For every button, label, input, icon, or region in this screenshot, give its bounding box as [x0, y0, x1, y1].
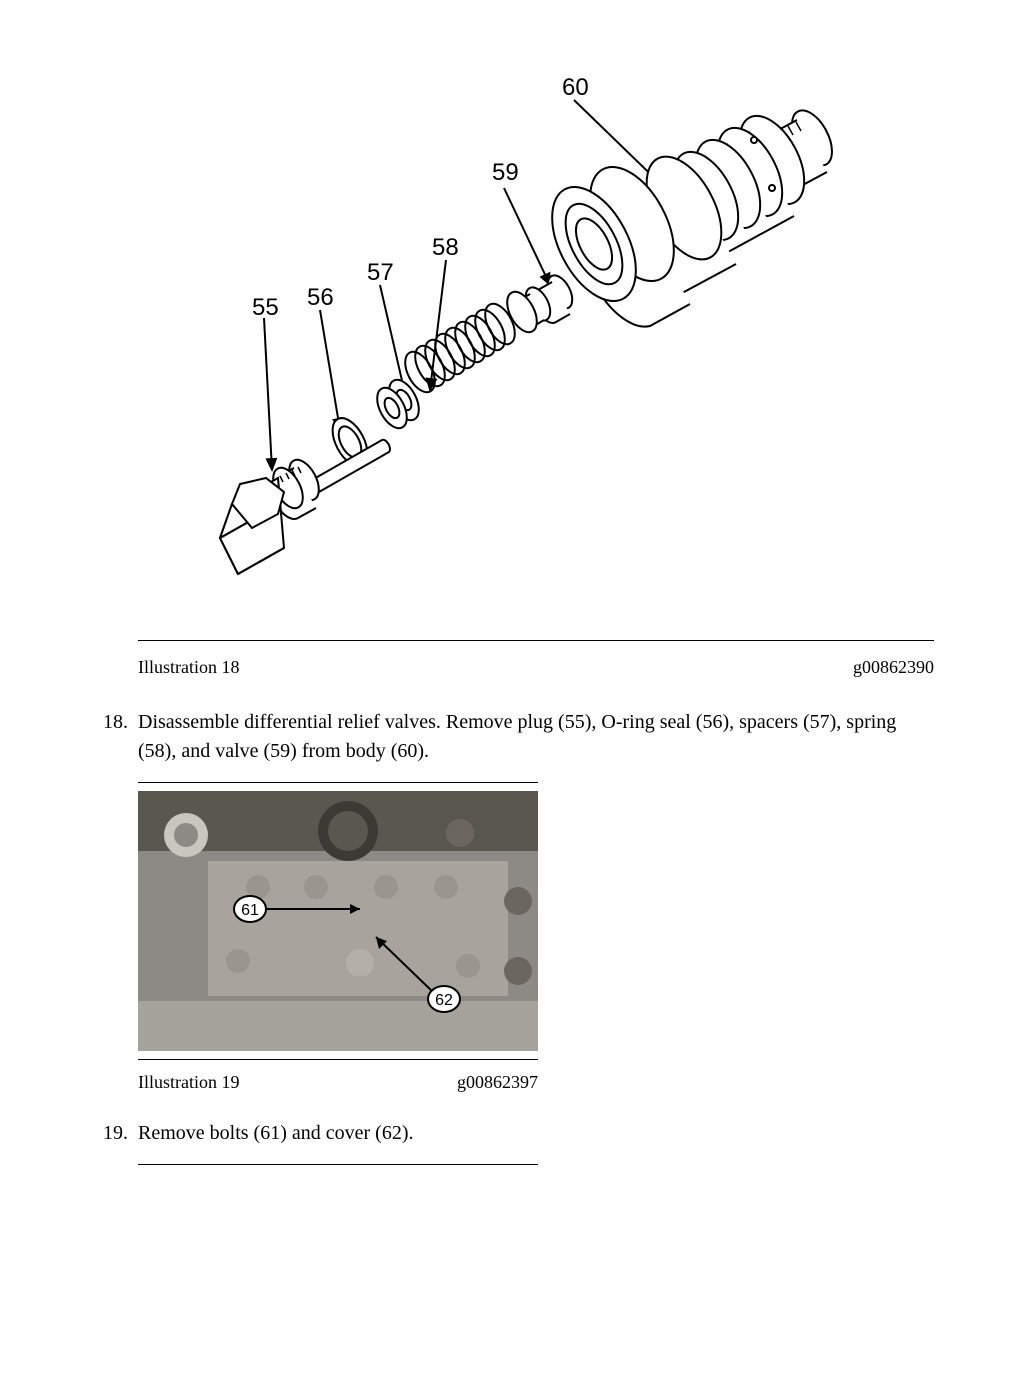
caption-left-18: Illustration 18: [138, 657, 240, 678]
label-59: 59: [492, 159, 519, 186]
photo-top-rule: [138, 782, 538, 783]
caption-row-19: Illustration 19 g00862397: [138, 1060, 538, 1101]
figure-18-block: 60 59 58 57 56 55: [90, 60, 934, 688]
step-19-text: Remove bolts (61) and cover (62).: [138, 1119, 934, 1148]
part-spring-58: [399, 299, 521, 397]
callout-61-label: 61: [241, 902, 259, 919]
label-58: 58: [432, 234, 459, 261]
photo-illustration-19: 61 62: [138, 791, 538, 1051]
label-55: 55: [252, 294, 279, 321]
label-57: 57: [367, 259, 394, 286]
step-18-number: 18.: [90, 708, 138, 766]
step-19-number: 19.: [90, 1119, 138, 1148]
trailing-rule: [138, 1164, 538, 1165]
label-56: 56: [307, 284, 334, 311]
callout-62-label: 62: [435, 992, 453, 1009]
leader-56: [320, 310, 340, 430]
caption-left-19: Illustration 19: [138, 1072, 240, 1093]
label-60: 60: [562, 74, 589, 101]
caption-right-18: g00862390: [853, 657, 934, 678]
step-19: 19. Remove bolts (61) and cover (62).: [90, 1119, 934, 1148]
step-18-text: Disassemble differential relief valves. …: [138, 708, 934, 766]
part-body-60: [535, 104, 840, 327]
step-18: 18. Disassemble differential relief valv…: [90, 708, 934, 766]
exploded-diagram: 60 59 58 57 56 55: [132, 60, 892, 620]
figure-19-block: 61 62 Illustration 19 g00862397: [138, 782, 538, 1101]
part-spacers-57: [371, 375, 425, 433]
trailing-rule-block: [138, 1164, 538, 1165]
caption-row-18: Illustration 18 g00862390: [138, 651, 934, 688]
caption-right-19: g00862397: [457, 1072, 538, 1093]
part-plug-55: [220, 455, 325, 574]
part-valve-59: [501, 271, 577, 337]
leader-55: [264, 318, 272, 470]
leader-59: [504, 188, 550, 285]
caption-rule-18: [138, 640, 934, 641]
